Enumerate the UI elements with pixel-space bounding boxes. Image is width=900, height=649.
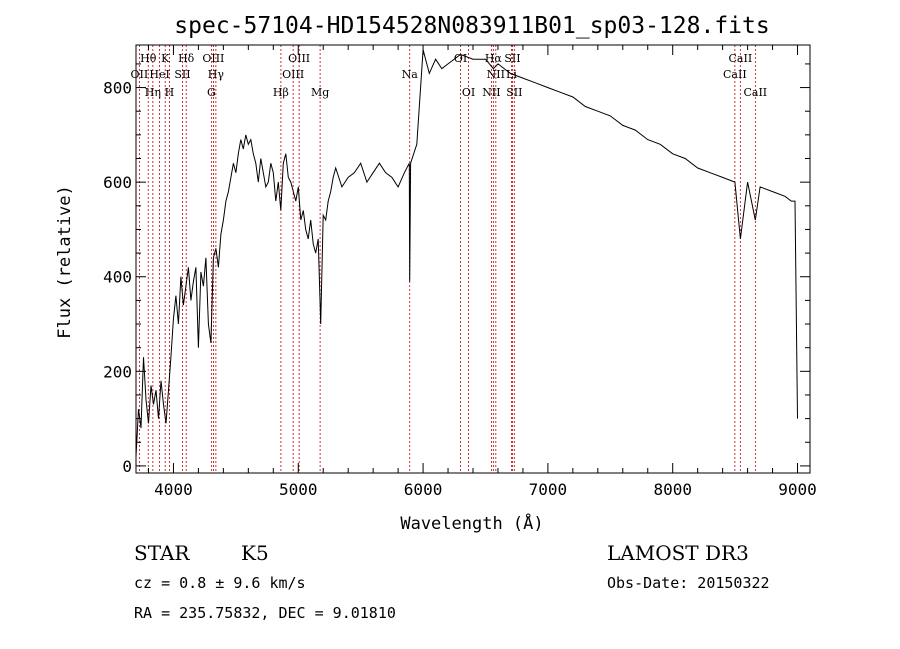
x-axis-ticks: 4000 5000 6000 7000 8000 9000 [147,45,817,499]
spectral-line-label: Hθ [140,52,157,65]
y-tick-label: 0 [122,457,132,476]
spectral-line-label: K [161,52,170,65]
spectral-line-label: HeI [149,68,169,81]
spectrum-series-line [135,49,798,457]
spectral-line-label: OIII [288,52,310,65]
y-tick-label: 400 [103,268,132,287]
y-axis-ticks: 0 200 400 600 800 [103,63,810,476]
spectral-line-label: SII [506,86,522,99]
spectral-line-label: SII [174,68,190,81]
spectral-line-label: OIII [202,52,224,65]
x-tick-label: 7000 [529,480,568,499]
spectral-line-label: Hδ [178,52,195,65]
x-tick-label: 5000 [279,480,318,499]
spectral-line-label: Li [506,68,517,81]
spectral-line-label: Hα [485,52,503,65]
coordinates: RA = 235.75832, DEC = 9.01810 [134,604,396,622]
plot-frame [135,44,811,474]
chart-title: spec-57104-HD154528N083911B01_sp03-128.f… [174,13,769,39]
spectral-line-label: CaII [743,86,767,99]
spectral-line-label: Hβ [273,86,289,99]
x-axis-label: Wavelength (Å) [400,512,543,534]
y-tick-label: 800 [103,79,132,98]
spectral-line-label: SII [504,52,520,65]
spectral-line-label: OI [462,86,475,99]
x-tick-label: 4000 [154,480,193,499]
spectral-line-label: Hη [145,86,161,99]
object-class: STAR [134,541,190,565]
redshift-velocity: cz = 0.8 ± 9.6 km/s [134,574,306,592]
spectral-line-label: CaII [723,68,747,81]
survey-name: LAMOST DR3 [607,541,749,565]
line-labels: OII Hθ Hη HeI K H SII Hδ G OIII Hγ Hβ OIII OIII Mg Na OI… [131,52,768,99]
observation-date: Obs-Date: 20150322 [607,574,770,592]
spectral-line-label: OII [131,68,149,81]
spectral-line-label: NII [487,68,505,81]
line-markers [138,45,756,473]
spectral-line-label: Mg [311,86,329,99]
x-tick-label: 6000 [404,480,443,499]
spectral-line-label: Na [402,68,419,81]
y-axis-label: Flux (relative) [55,185,75,339]
x-tick-label: 8000 [653,480,692,499]
spectral-line-label: OIII [282,68,304,81]
spectral-line-label: H [165,86,175,99]
y-tick-label: 200 [103,362,132,381]
spectral-line-label: NII [482,86,500,99]
spectral-line-label: G [207,86,216,99]
object-subclass: K5 [241,541,269,565]
spectral-line-label: CaII [729,52,753,65]
x-tick-label: 9000 [778,480,817,499]
y-tick-label: 600 [103,173,132,192]
spectral-line-label: Hγ [208,68,225,81]
